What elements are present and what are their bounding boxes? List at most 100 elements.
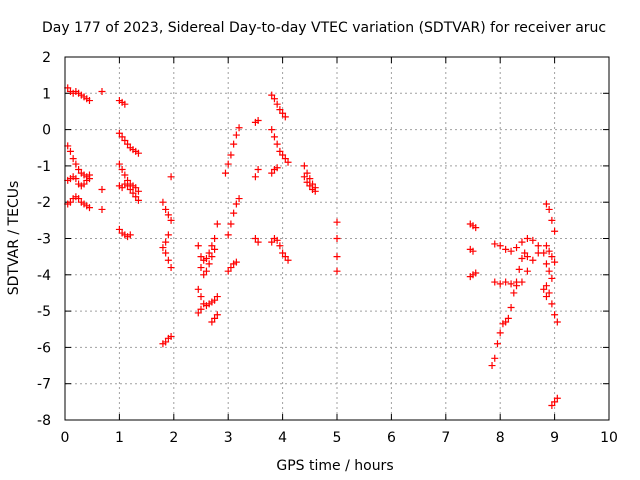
data-point bbox=[85, 97, 93, 105]
data-point bbox=[254, 166, 262, 174]
data-point bbox=[98, 205, 106, 213]
data-point bbox=[124, 140, 132, 148]
data-point bbox=[159, 244, 167, 252]
data-point bbox=[268, 238, 276, 246]
data-point bbox=[540, 285, 548, 293]
data-point bbox=[551, 311, 559, 319]
data-point bbox=[126, 185, 134, 193]
data-point bbox=[507, 280, 515, 288]
data-point bbox=[230, 140, 238, 148]
data-point bbox=[518, 254, 526, 262]
data-point bbox=[542, 200, 550, 208]
data-point bbox=[164, 231, 172, 239]
data-point bbox=[118, 133, 126, 141]
data-point bbox=[303, 169, 311, 177]
data-point bbox=[496, 280, 504, 288]
x-tick-label: 0 bbox=[61, 430, 70, 446]
x-tick-label: 3 bbox=[224, 430, 233, 446]
data-point bbox=[85, 175, 93, 183]
data-point bbox=[548, 300, 556, 308]
data-point bbox=[303, 178, 311, 186]
data-point bbox=[211, 235, 219, 242]
x-axis-label: GPS time / hours bbox=[276, 458, 393, 474]
data-point bbox=[281, 253, 289, 261]
data-point bbox=[194, 309, 202, 317]
data-point bbox=[232, 131, 240, 139]
data-point bbox=[197, 293, 205, 301]
data-point bbox=[121, 100, 129, 108]
data-point bbox=[208, 253, 216, 261]
y-tick-label: -4 bbox=[37, 268, 51, 284]
data-point bbox=[134, 187, 142, 195]
data-point bbox=[284, 256, 292, 264]
x-tick-label: 5 bbox=[333, 430, 342, 446]
data-point bbox=[66, 147, 74, 155]
data-point bbox=[273, 164, 281, 172]
data-point bbox=[132, 184, 140, 192]
data-point bbox=[232, 258, 240, 266]
data-point bbox=[205, 260, 213, 268]
data-point bbox=[69, 155, 77, 163]
data-point bbox=[85, 204, 93, 212]
data-point bbox=[162, 238, 170, 246]
x-tick-label: 9 bbox=[550, 430, 559, 446]
data-point bbox=[72, 175, 80, 183]
data-point bbox=[333, 218, 341, 226]
data-point bbox=[197, 305, 205, 313]
grid bbox=[65, 57, 609, 420]
data-point bbox=[281, 113, 289, 121]
data-point bbox=[224, 160, 232, 168]
data-point bbox=[523, 235, 531, 242]
data-point bbox=[134, 196, 142, 204]
data-point bbox=[518, 278, 526, 286]
data-point bbox=[235, 195, 243, 203]
data-point bbox=[194, 242, 202, 250]
data-point bbox=[333, 235, 341, 242]
data-point bbox=[80, 180, 88, 188]
data-point bbox=[268, 91, 276, 99]
y-tick-label: -5 bbox=[37, 304, 51, 320]
data-point bbox=[72, 160, 80, 168]
data-point bbox=[251, 235, 259, 242]
y-tick-label: -6 bbox=[37, 340, 51, 356]
data-point bbox=[126, 231, 134, 239]
data-point bbox=[491, 354, 499, 362]
data-point bbox=[202, 254, 210, 262]
data-point bbox=[211, 245, 219, 253]
data-point bbox=[273, 140, 281, 148]
data-point bbox=[306, 175, 314, 183]
data-point bbox=[502, 278, 510, 286]
data-point bbox=[276, 147, 284, 155]
data-point bbox=[333, 253, 341, 261]
data-point bbox=[311, 187, 319, 195]
data-point bbox=[197, 264, 205, 272]
data-point bbox=[211, 296, 219, 304]
data-point bbox=[513, 282, 521, 290]
data-point bbox=[167, 333, 175, 341]
data-point bbox=[208, 242, 216, 250]
data-point bbox=[98, 87, 106, 95]
axis-ticks: 0 1 2 3 4 5 6 7 8 9 10 -8 -7 -6 -5 -4 -3 -2 -1 0 1 2 bbox=[37, 50, 618, 446]
data-point bbox=[197, 253, 205, 261]
data-point bbox=[545, 205, 553, 213]
data-point bbox=[545, 247, 553, 255]
data-point bbox=[115, 129, 123, 137]
data-points bbox=[64, 84, 561, 409]
data-point bbox=[162, 249, 170, 257]
data-point bbox=[300, 173, 308, 181]
x-tick-label: 8 bbox=[496, 430, 505, 446]
data-point bbox=[66, 198, 74, 206]
data-point bbox=[124, 182, 132, 190]
y-tick-label: 1 bbox=[42, 86, 51, 102]
y-axis-label: SDTVAR / TECUs bbox=[6, 181, 22, 296]
data-point bbox=[491, 240, 499, 248]
data-point bbox=[542, 260, 550, 268]
data-point bbox=[121, 136, 129, 144]
data-point bbox=[507, 303, 515, 311]
data-point bbox=[129, 189, 137, 197]
data-point bbox=[162, 205, 170, 213]
data-point bbox=[167, 264, 175, 272]
data-point bbox=[529, 256, 537, 264]
data-point bbox=[284, 158, 292, 166]
